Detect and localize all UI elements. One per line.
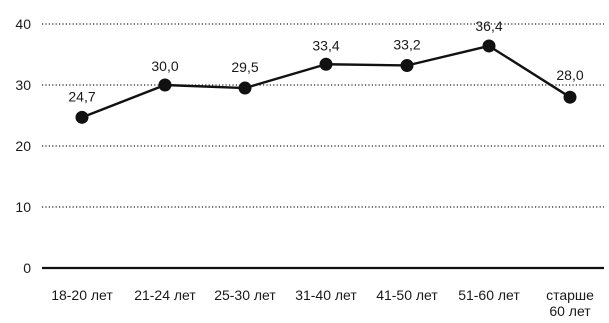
data-label: 33,2 [393, 36, 420, 52]
y-tick-label: 30 [15, 77, 31, 93]
data-label: 24,7 [68, 88, 95, 104]
y-tick-label: 10 [15, 199, 31, 215]
data-label: 30,0 [151, 58, 178, 74]
data-point-marker [158, 78, 172, 92]
y-tick-labels: 0 10 20 30 40 [15, 16, 31, 276]
y-tick-label: 20 [15, 138, 31, 154]
series-layer [81, 44, 571, 119]
series-line [81, 44, 571, 119]
y-tick-label: 40 [15, 16, 31, 32]
data-point-marker [482, 39, 496, 53]
x-category-label: 18-20 лет [51, 287, 113, 303]
data-point-marker [563, 90, 577, 104]
data-label: 28,0 [556, 67, 583, 83]
data-labels: 24,7 30,0 29,5 33,4 33,2 36,4 28,0 [68, 18, 583, 104]
data-label: 33,4 [312, 37, 339, 53]
marker-layer [75, 39, 577, 124]
x-category-label: 31-40 лет [295, 287, 357, 303]
data-label: 36,4 [475, 18, 502, 34]
data-point-marker [75, 110, 89, 124]
y-tick-label: 0 [23, 260, 31, 276]
x-category-label: 41-50 лет [376, 287, 438, 303]
x-category-label: 51-60 лет [458, 287, 520, 303]
grid-layer [42, 23, 604, 270]
data-point-marker [238, 81, 252, 95]
data-point-marker [400, 58, 414, 72]
x-category-label: 25-30 лет [214, 287, 276, 303]
x-tick-labels: 18-20 лет 21-24 лет 25-30 лет 31-40 лет 41-5… [51, 287, 594, 319]
x-category-label: старше 60 лет [546, 287, 594, 319]
data-label: 29,5 [231, 59, 258, 75]
x-category-label: 21-24 лет [134, 287, 196, 303]
data-point-marker [319, 57, 333, 71]
